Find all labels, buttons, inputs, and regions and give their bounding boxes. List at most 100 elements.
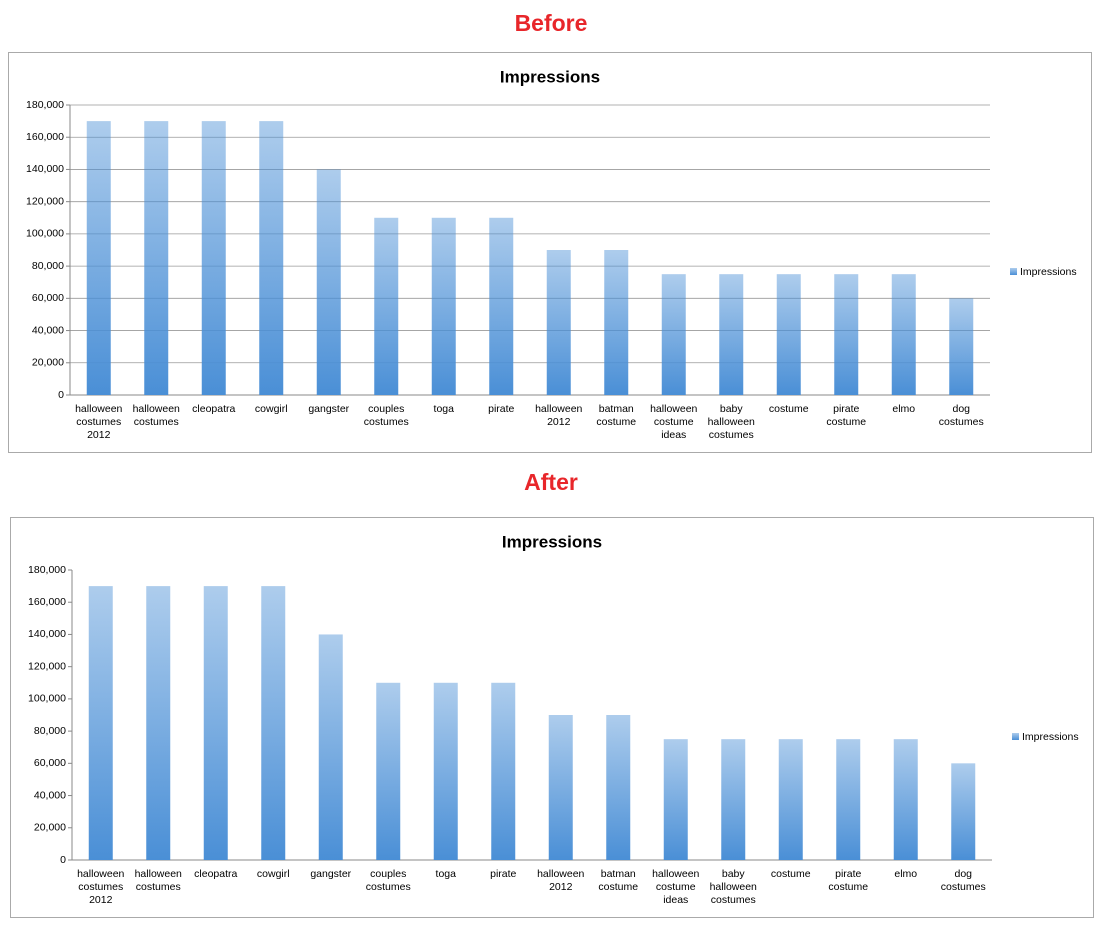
legend-label: Impressions [1020, 266, 1077, 278]
x-label-box: halloween 2012 [535, 403, 582, 428]
bar [489, 217, 514, 395]
bar [144, 121, 169, 395]
x-tick-label: elmo [892, 403, 916, 415]
bar [891, 274, 916, 395]
x-tick-label: halloween costume ideas [652, 868, 700, 906]
y-tick-label: 160,000 [26, 131, 64, 143]
x-label-box: batman costume [598, 868, 639, 893]
x-tick-label: cleopatra [192, 403, 236, 415]
x-label-box: cleopatra [192, 403, 236, 415]
x-tick-label: halloween costume ideas [650, 403, 698, 441]
bar [663, 739, 688, 860]
bar [719, 274, 744, 395]
x-tick-label: cowgirl [256, 868, 290, 880]
x-label-box: halloween costume ideas [650, 403, 698, 441]
x-label-box: gangster [310, 868, 352, 880]
x-label-box: halloween costumes 2012 [75, 403, 123, 441]
x-tick-label: gangster [310, 868, 352, 880]
bar [546, 250, 571, 395]
x-label-box: batman costume [596, 403, 637, 428]
x-label-box: elmo [894, 868, 918, 880]
x-label-box: elmo [892, 403, 916, 415]
bar [836, 739, 861, 860]
x-label-box: baby halloween costumes [709, 868, 757, 906]
x-tick-label: toga [433, 403, 454, 415]
y-tick-label: 60,000 [32, 292, 64, 304]
bar [949, 298, 974, 395]
bar [259, 121, 284, 395]
bar [604, 250, 629, 395]
x-tick-label: pirate [490, 868, 517, 880]
x-tick-label: costume [768, 403, 809, 415]
y-tick-label: 180,000 [26, 99, 64, 111]
y-tick-label: 160,000 [28, 596, 66, 608]
x-tick-label: elmo [894, 868, 918, 880]
bar [606, 715, 631, 860]
y-tick-label: 0 [58, 389, 64, 401]
y-tick-label: 100,000 [26, 228, 64, 240]
x-tick-label: gangster [308, 403, 350, 415]
bar [261, 586, 286, 860]
bar [776, 274, 801, 395]
x-label-box: baby halloween costumes [707, 403, 755, 441]
y-tick-label: 20,000 [32, 357, 64, 369]
bar [316, 169, 341, 395]
y-tick-label: 120,000 [26, 195, 64, 207]
x-tick-label: cowgirl [254, 403, 288, 415]
y-tick-label: 60,000 [34, 757, 66, 769]
y-tick-label: 40,000 [34, 789, 66, 801]
x-label-box: halloween costumes [134, 868, 182, 893]
y-tick-label: 140,000 [26, 163, 64, 175]
y-tick-label: 100,000 [28, 693, 66, 705]
y-tick-label: 40,000 [32, 324, 64, 336]
x-tick-label: pirate costume [826, 403, 867, 428]
x-label-box: cowgirl [254, 403, 288, 415]
x-tick-label: halloween costumes 2012 [75, 403, 123, 441]
x-tick-label: halloween costumes [134, 868, 182, 893]
x-label-box: dog costumes [940, 868, 986, 893]
x-label-box: halloween costume ideas [652, 868, 700, 906]
x-tick-label: dog costumes [940, 868, 986, 893]
x-tick-label: couples costumes [363, 403, 409, 428]
panel-heading: Before [515, 10, 588, 36]
x-label-box: couples costumes [363, 403, 409, 428]
y-tick-label: 140,000 [28, 628, 66, 640]
x-tick-label: baby halloween costumes [707, 403, 755, 441]
x-label-box: halloween 2012 [537, 868, 584, 893]
x-label-box: pirate costume [828, 868, 868, 893]
bar [433, 682, 458, 860]
x-tick-label: batman costume [596, 403, 637, 428]
chart-title: Impressions [502, 532, 602, 551]
bar [834, 274, 859, 395]
x-label-box: costume [768, 403, 809, 415]
bar [376, 682, 401, 860]
bar [318, 634, 343, 860]
x-label-box: pirate [488, 403, 515, 415]
legend-label: Impressions [1022, 731, 1079, 743]
legend-swatch [1010, 268, 1017, 275]
bar [721, 739, 746, 860]
x-label-box: halloween costumes 2012 [77, 868, 125, 906]
y-tick-label: 80,000 [32, 260, 64, 272]
x-tick-label: dog costumes [938, 403, 984, 428]
x-tick-label: batman costume [598, 868, 639, 893]
x-tick-label: baby halloween costumes [709, 868, 757, 906]
chart-title: Impressions [500, 67, 600, 86]
x-tick-label: couples costumes [365, 868, 411, 893]
x-tick-label: halloween costumes 2012 [77, 868, 125, 906]
y-tick-label: 120,000 [28, 660, 66, 672]
y-tick-label: 180,000 [28, 564, 66, 576]
bar [778, 739, 803, 860]
bar [201, 121, 226, 395]
x-label-box: pirate costume [826, 403, 867, 428]
x-tick-label: toga [435, 868, 456, 880]
x-label-box: couples costumes [365, 868, 411, 893]
x-label-box: cleopatra [194, 868, 237, 880]
x-label-box: toga [433, 403, 454, 415]
x-tick-label: pirate [488, 403, 515, 415]
x-tick-label: halloween costumes [132, 403, 180, 428]
bar [146, 586, 171, 860]
x-label-box: pirate [490, 868, 517, 880]
